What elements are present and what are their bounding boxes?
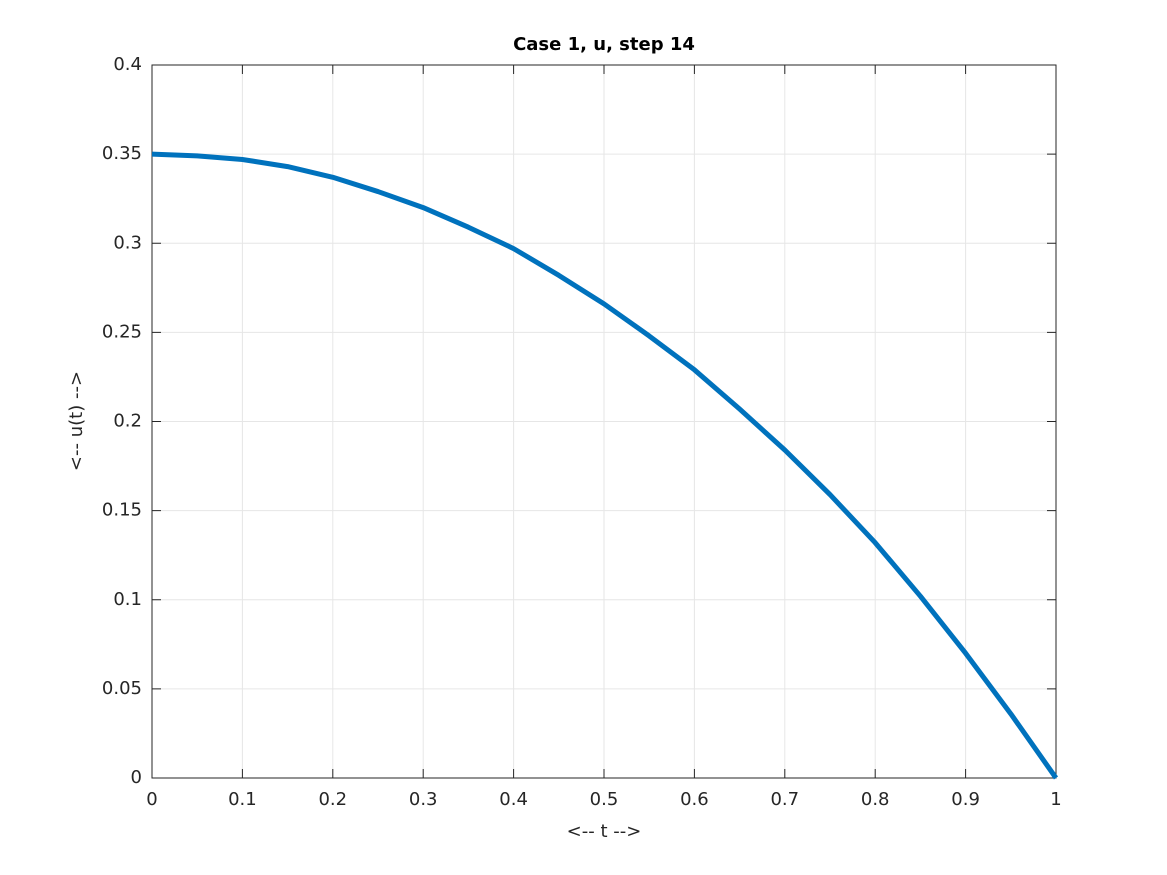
x-axis-label: <-- t --> xyxy=(567,821,642,842)
x-tick-label: 0.9 xyxy=(951,789,980,810)
y-tick-label: 0.25 xyxy=(102,321,142,342)
chart-title: Case 1, u, step 14 xyxy=(513,34,695,55)
y-tick-label: 0.1 xyxy=(113,589,142,610)
y-tick-label: 0.2 xyxy=(113,411,142,432)
x-tick-label: 0.4 xyxy=(499,789,528,810)
x-tick-label: 0 xyxy=(146,789,157,810)
x-tick-label: 0.3 xyxy=(409,789,438,810)
y-tick-label: 0.3 xyxy=(113,232,142,253)
x-tick-label: 0.7 xyxy=(770,789,799,810)
x-tick-label: 0.6 xyxy=(680,789,709,810)
y-tick-label: 0.15 xyxy=(102,500,142,521)
y-axis-label: <-- u(t) --> xyxy=(66,371,87,471)
plot-box xyxy=(151,64,1057,779)
y-tick-label: 0 xyxy=(131,767,142,788)
y-tick-label: 0.35 xyxy=(102,143,142,164)
x-tick-label: 0.8 xyxy=(861,789,890,810)
x-tick-label: 0.5 xyxy=(590,789,619,810)
data-line xyxy=(151,151,1059,780)
y-tick-label: 0.4 xyxy=(113,54,142,75)
y-tick-label: 0.05 xyxy=(102,678,142,699)
x-tick-label: 1 xyxy=(1050,789,1061,810)
x-tick-label: 0.2 xyxy=(318,789,347,810)
x-tick-label: 0.1 xyxy=(228,789,257,810)
